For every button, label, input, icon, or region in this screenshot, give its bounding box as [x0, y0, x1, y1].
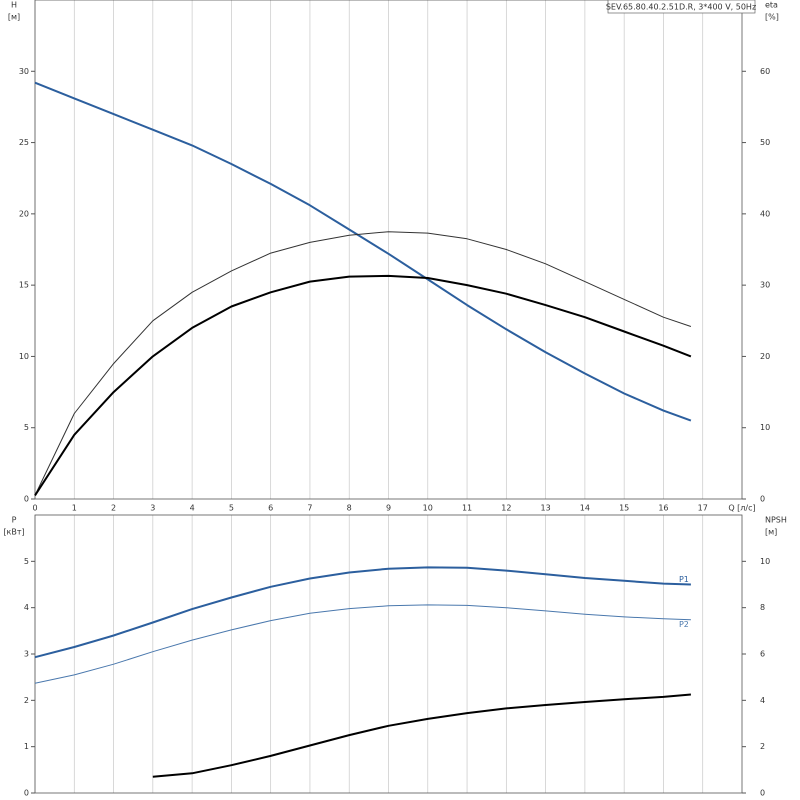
x-tick-label: 15 [619, 504, 629, 513]
y2-tick-label: 4 [760, 696, 765, 705]
x-tick-label: 10 [423, 504, 433, 513]
y-tick-label: 15 [19, 281, 29, 290]
y-axis-label: H [11, 1, 17, 10]
x-tick-label: 12 [501, 504, 511, 513]
chart-title: SEV.65.80.40.2.51D.R, 3*400 V, 50Hz [606, 3, 756, 12]
y-tick-label: 3 [24, 650, 29, 659]
x-tick-label: 13 [541, 504, 551, 513]
series-line [34, 231, 692, 496]
y2-axis-label: NPSH [765, 516, 787, 525]
series-line [34, 604, 691, 684]
series-label: P1 [679, 575, 689, 584]
x-tick-label: 8 [347, 504, 352, 513]
x-tick-label: 7 [307, 504, 312, 513]
x-tick-label: 4 [190, 504, 195, 513]
y2-tick-label: 10 [760, 557, 770, 566]
y-axis-unit: [кВт] [3, 528, 24, 537]
y-tick-label: 1 [24, 742, 29, 751]
y-tick-label: 2 [24, 696, 29, 705]
y-axis-unit: [м] [8, 13, 20, 22]
y-tick-label: 5 [24, 423, 29, 432]
y2-tick-label: 0 [760, 495, 765, 504]
series-line [34, 566, 691, 659]
y-tick-label: 5 [24, 557, 29, 566]
x-tick-label: 6 [268, 504, 273, 513]
x-tick-label: 3 [150, 504, 155, 513]
y-axis-label: P [12, 516, 17, 525]
series-line [34, 81, 692, 422]
y2-tick-label: 0 [760, 789, 765, 798]
y-tick-label: 10 [19, 352, 29, 361]
y-tick-label: 25 [19, 138, 29, 147]
y2-axis-unit: [%] [765, 13, 779, 22]
y2-tick-label: 50 [760, 138, 770, 147]
x-tick-label: 14 [580, 504, 590, 513]
y2-tick-label: 30 [760, 281, 770, 290]
y-tick-label: 0 [24, 789, 29, 798]
x-tick-label: 1 [72, 504, 77, 513]
y2-tick-label: 2 [760, 742, 765, 751]
y2-tick-label: 8 [760, 603, 765, 612]
x-tick-label: 9 [386, 504, 391, 513]
x-tick-label: 2 [111, 504, 116, 513]
x-tick-label: 5 [229, 504, 234, 513]
x-tick-label: 11 [462, 504, 472, 513]
y-tick-label: 20 [19, 209, 29, 218]
y2-tick-label: 10 [760, 423, 770, 432]
x-tick-label: 17 [698, 504, 708, 513]
y2-axis-unit: [м] [765, 528, 777, 537]
series-label: P2 [679, 620, 689, 629]
x-tick-label: 0 [32, 504, 37, 513]
y2-tick-label: 40 [760, 209, 770, 218]
series-line [34, 274, 692, 496]
series-line [152, 693, 691, 778]
plot-frame [34, 0, 743, 500]
x-tick-label: 16 [658, 504, 668, 513]
y2-tick-label: 6 [760, 650, 765, 659]
x-axis-label: Q [л/с] [728, 504, 755, 513]
title-box [607, 0, 756, 14]
y2-tick-label: 60 [760, 67, 770, 76]
y2-axis-label: eta [765, 1, 778, 10]
y-tick-label: 0 [24, 495, 29, 504]
y2-tick-label: 20 [760, 352, 770, 361]
y-tick-label: 30 [19, 67, 29, 76]
y-tick-label: 4 [24, 603, 29, 612]
